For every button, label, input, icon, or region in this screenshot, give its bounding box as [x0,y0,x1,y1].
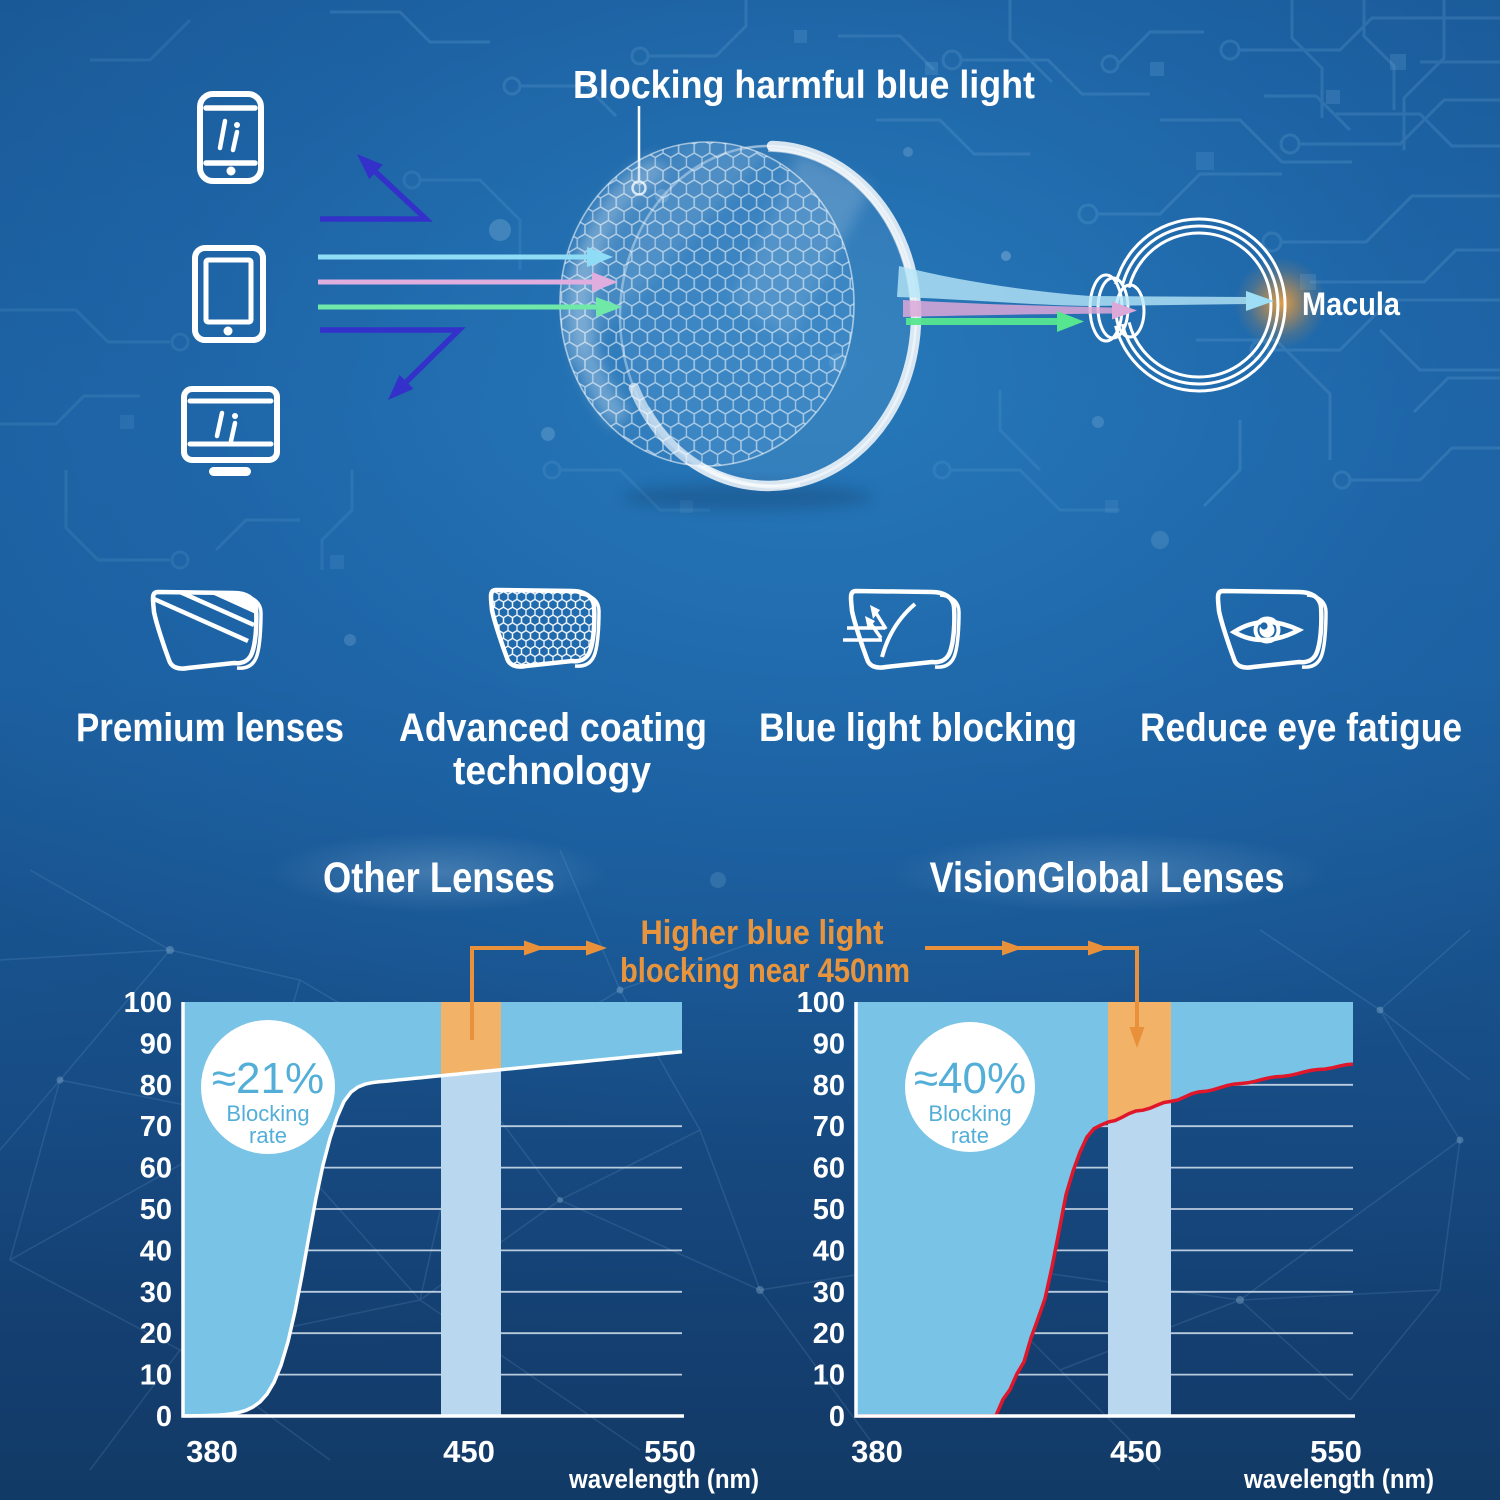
svg-text:Blocking harmful blue light: Blocking harmful blue light [573,64,1035,107]
svg-text:rate: rate [951,1123,989,1148]
svg-text:450: 450 [1110,1434,1162,1469]
svg-text:wavelength (nm): wavelength (nm) [568,1464,759,1494]
svg-text:Blue light blocking: Blue light blocking [759,706,1077,750]
svg-text:40: 40 [140,1235,172,1267]
svg-text:Blocking: Blocking [928,1101,1011,1126]
svg-text:380: 380 [186,1434,238,1469]
svg-text:Other Lenses: Other Lenses [323,854,555,902]
svg-text:80: 80 [140,1070,172,1102]
svg-text:VisionGlobal Lenses: VisionGlobal Lenses [930,854,1285,902]
svg-text:50: 50 [813,1194,845,1226]
svg-text:≈40%: ≈40% [914,1054,1026,1103]
svg-text:60: 60 [813,1153,845,1185]
svg-text:450: 450 [443,1434,495,1469]
svg-text:wavelength (nm): wavelength (nm) [1243,1464,1434,1494]
svg-text:90: 90 [140,1028,172,1060]
svg-text:technology: technology [453,749,652,793]
svg-text:20: 20 [140,1318,172,1350]
svg-text:Premium lenses: Premium lenses [76,706,344,750]
svg-text:550: 550 [1310,1434,1362,1469]
svg-text:550: 550 [644,1434,696,1469]
svg-text:60: 60 [140,1153,172,1185]
svg-text:100: 100 [797,987,845,1019]
svg-text:40: 40 [813,1235,845,1267]
svg-text:90: 90 [813,1028,845,1060]
svg-text:Advanced coating: Advanced coating [399,706,707,750]
svg-text:20: 20 [813,1318,845,1350]
svg-text:0: 0 [829,1401,845,1433]
svg-text:Reduce eye fatigue: Reduce eye fatigue [1140,706,1462,750]
svg-text:Macula: Macula [1302,286,1400,322]
svg-text:10: 10 [140,1360,172,1392]
svg-text:70: 70 [813,1111,845,1143]
svg-text:≈21%: ≈21% [212,1054,324,1103]
svg-text:30: 30 [140,1277,172,1309]
svg-text:Blocking: Blocking [226,1101,309,1126]
svg-text:blocking near 450nm: blocking near 450nm [620,952,910,990]
svg-text:70: 70 [140,1111,172,1143]
svg-text:Higher blue light: Higher blue light [641,914,884,952]
svg-text:10: 10 [813,1360,845,1392]
svg-text:380: 380 [851,1434,903,1469]
svg-text:80: 80 [813,1070,845,1102]
svg-text:100: 100 [124,987,172,1019]
svg-text:50: 50 [140,1194,172,1226]
svg-text:30: 30 [813,1277,845,1309]
svg-text:rate: rate [249,1123,287,1148]
svg-text:0: 0 [156,1401,172,1433]
